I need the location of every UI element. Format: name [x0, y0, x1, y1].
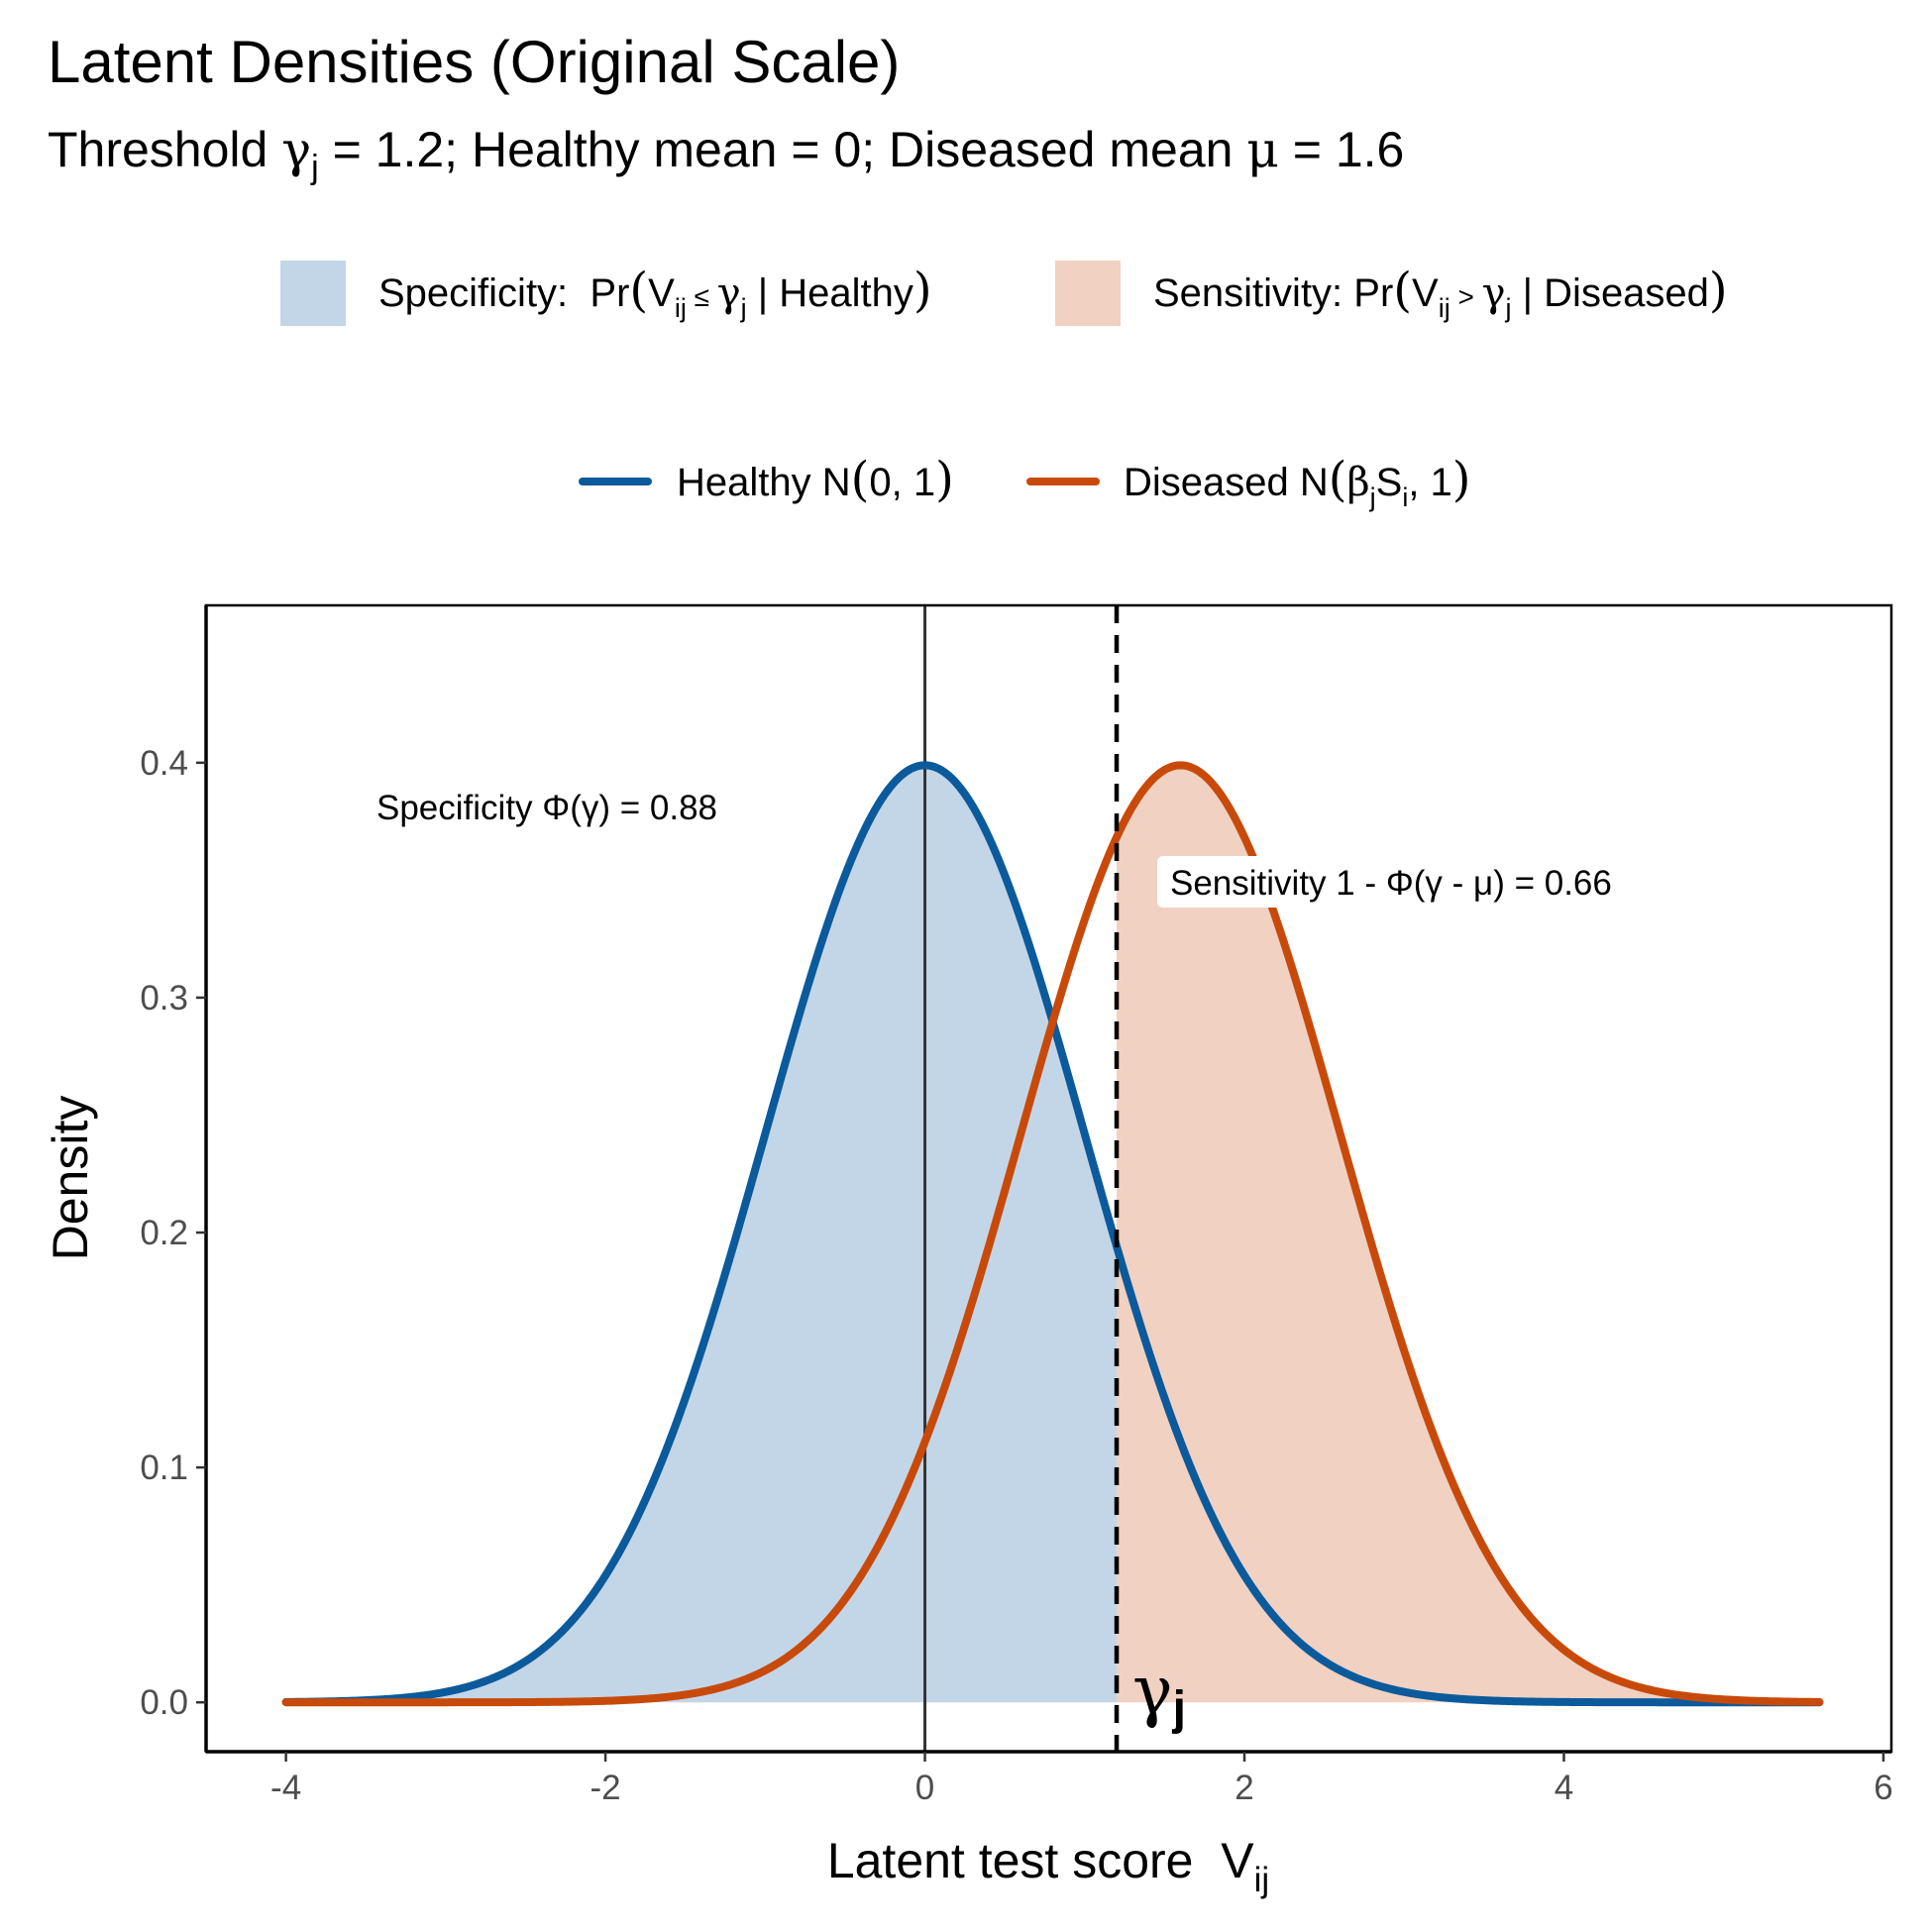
gamma-threshold-label: γj: [1132, 1653, 1186, 1735]
y-tick-label: 0.1: [140, 1449, 188, 1487]
legend-key-specificity: [280, 261, 346, 326]
x-tick-label: 2: [1234, 1769, 1253, 1807]
chart-title: Latent Densities (Original Scale): [48, 29, 900, 95]
x-tick-label: 6: [1874, 1769, 1892, 1807]
diseased-density-curve: [281, 761, 1824, 1707]
chart-subtitle: Threshold γj = 1.2; Healthy mean = 0; Di…: [48, 121, 1404, 186]
y-tick-label: 0.4: [140, 744, 188, 783]
legend-label-diseased: Diseased N(βjSi, 1): [1124, 452, 1471, 512]
line-legend: Healthy N(0, 1) Diseased N(βjSi, 1): [579, 452, 1471, 512]
x-axis-title: Latent test score Vij: [827, 1833, 1269, 1899]
specificity-area: [285, 765, 1118, 1703]
legend-label-sensitivity: Sensitivity: Pr(Vij > γj | Diseased): [1153, 263, 1728, 323]
x-tick-label: -4: [270, 1769, 301, 1807]
x-tick-label: 4: [1555, 1769, 1573, 1807]
y-tick-label: 0.2: [140, 1214, 188, 1252]
legend-label-specificity: Specificity: Pr(Vij ≤ γj | Healthy): [378, 263, 932, 323]
y-tick-label: 0.3: [140, 979, 188, 1018]
y-tick-label: 0.0: [140, 1683, 188, 1722]
x-tick-label: 0: [915, 1769, 934, 1807]
y-axis-title: Density: [43, 1096, 98, 1261]
legend-key-sensitivity: [1055, 261, 1121, 326]
x-tick-label: -2: [590, 1769, 621, 1807]
sensitivity-area: [1117, 765, 1820, 1703]
legend-label-healthy: Healthy N(0, 1): [677, 452, 954, 507]
fill-legend: Specificity: Pr(Vij ≤ γj | Healthy) Sens…: [280, 261, 1728, 326]
annotation-sensitivity-box: [1157, 856, 1724, 908]
annotation-specificity: Specificity Φ(γ) = 0.88: [376, 789, 717, 827]
annotation-sensitivity: Sensitivity 1 - Φ(γ - μ) = 0.66: [1170, 864, 1612, 903]
